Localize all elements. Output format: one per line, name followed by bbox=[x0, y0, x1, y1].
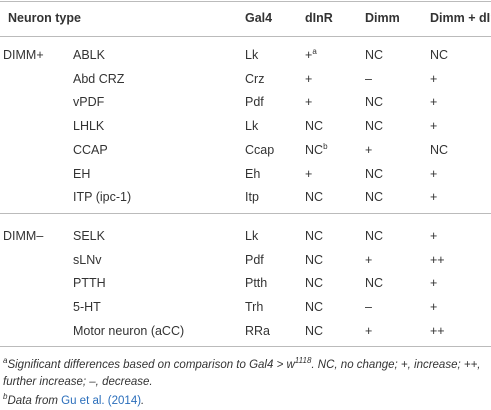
table-cell: + bbox=[365, 252, 373, 267]
table-cell: LHLK bbox=[73, 119, 105, 134]
table-cell: Itp bbox=[245, 190, 259, 205]
table-cell: ++ bbox=[430, 323, 445, 338]
table-cell: Lk bbox=[245, 229, 259, 243]
table-cell: NC bbox=[305, 252, 324, 267]
table-cell: +a bbox=[305, 47, 317, 63]
table-cell: + bbox=[305, 166, 313, 181]
cell-text: + bbox=[305, 48, 313, 62]
table-cell: ABLK bbox=[73, 48, 105, 62]
table-cell: NC bbox=[365, 166, 384, 181]
table-cell: – bbox=[365, 71, 372, 86]
table-cell: NC bbox=[305, 119, 324, 134]
table-cell: + bbox=[430, 276, 438, 291]
table-cell: NCb bbox=[305, 142, 328, 158]
header-cell: Dimm + dInR bbox=[430, 11, 491, 25]
header-cell: dInR bbox=[305, 11, 333, 25]
cell-text: NC bbox=[305, 142, 324, 157]
table-cell: NC bbox=[365, 95, 384, 110]
table-cell: NC bbox=[365, 48, 384, 62]
table-cell: CCAP bbox=[73, 142, 108, 157]
rule bbox=[0, 213, 491, 214]
table-cell: + bbox=[365, 323, 373, 338]
table-cell: NC bbox=[305, 190, 324, 205]
footnote-marker: b bbox=[3, 392, 8, 401]
group-label: DIMM– bbox=[3, 229, 44, 243]
table-cell: sLNv bbox=[73, 252, 102, 267]
rule bbox=[0, 36, 491, 37]
table-cell: vPDF bbox=[73, 95, 105, 110]
table-cell: Eh bbox=[245, 166, 261, 181]
group-label: DIMM+ bbox=[3, 48, 44, 62]
header-cell: Gal4 bbox=[245, 11, 273, 25]
table-cell: + bbox=[430, 190, 438, 205]
table-cell: Pdf bbox=[245, 95, 264, 110]
table-cell: + bbox=[430, 229, 438, 243]
table-cell: + bbox=[430, 300, 438, 315]
table-cell: NC bbox=[305, 276, 324, 291]
table-cell: + bbox=[305, 95, 313, 110]
rule bbox=[0, 346, 491, 347]
table-cell: RRa bbox=[245, 323, 271, 338]
header-cell: Dimm bbox=[365, 11, 400, 25]
footnote-text: . bbox=[141, 395, 145, 407]
table-cell: Abd CRZ bbox=[73, 71, 125, 86]
table-cell: NC bbox=[305, 300, 324, 315]
table-cell: ITP (ipc-1) bbox=[73, 190, 132, 205]
table-cell: + bbox=[430, 119, 438, 134]
header-cell: Neuron type bbox=[8, 11, 81, 25]
table-cell: NC bbox=[365, 119, 384, 134]
table-cell: NC bbox=[365, 276, 384, 291]
table-cell: Pdf bbox=[245, 252, 264, 267]
table-cell: NC bbox=[305, 229, 324, 243]
table-cell: 5-HT bbox=[73, 300, 101, 315]
table-cell: ++ bbox=[430, 252, 445, 267]
table-cell: – bbox=[365, 300, 372, 315]
table-cell: NC bbox=[305, 323, 324, 338]
table-cell: PTTH bbox=[73, 276, 106, 291]
footnote-text: . NC, no change; +, increase; ++, furthe… bbox=[3, 359, 481, 388]
footnote: bData from Gu et al. (2014). bbox=[3, 393, 481, 410]
superscript: b bbox=[323, 141, 328, 151]
table-cell: + bbox=[305, 71, 313, 86]
table-cell: NC bbox=[430, 142, 449, 157]
table-cell: + bbox=[365, 142, 373, 157]
table-cell: Crz bbox=[245, 71, 265, 86]
citation-link[interactable]: Gu et al. (2014) bbox=[61, 395, 142, 407]
superscript: a bbox=[312, 47, 317, 56]
footnote: aSignificant differences based on compar… bbox=[3, 357, 481, 391]
footnote-text: Data from bbox=[7, 395, 62, 407]
table-cell: Motor neuron (aCC) bbox=[73, 323, 185, 338]
table-cell: Lk bbox=[245, 119, 259, 134]
table-cell: NC bbox=[365, 229, 384, 243]
superscript: 1118 bbox=[294, 356, 312, 365]
table-cell: Ccap bbox=[245, 142, 275, 157]
table-cell: + bbox=[430, 166, 438, 181]
table-cell: NC bbox=[365, 190, 384, 205]
footnote-text: Significant differences based on compari… bbox=[7, 359, 295, 371]
table-cell: Lk bbox=[245, 48, 259, 62]
table-cell: EH bbox=[73, 166, 91, 181]
footnote-marker: a bbox=[3, 356, 8, 365]
table-cell: SELK bbox=[73, 229, 105, 243]
table-cell: Trh bbox=[245, 300, 264, 315]
rule bbox=[0, 1, 491, 2]
table-cell: + bbox=[430, 71, 438, 86]
table-cell: NC bbox=[430, 48, 449, 62]
table-cell: Ptth bbox=[245, 276, 268, 291]
table-cell: + bbox=[430, 95, 438, 110]
